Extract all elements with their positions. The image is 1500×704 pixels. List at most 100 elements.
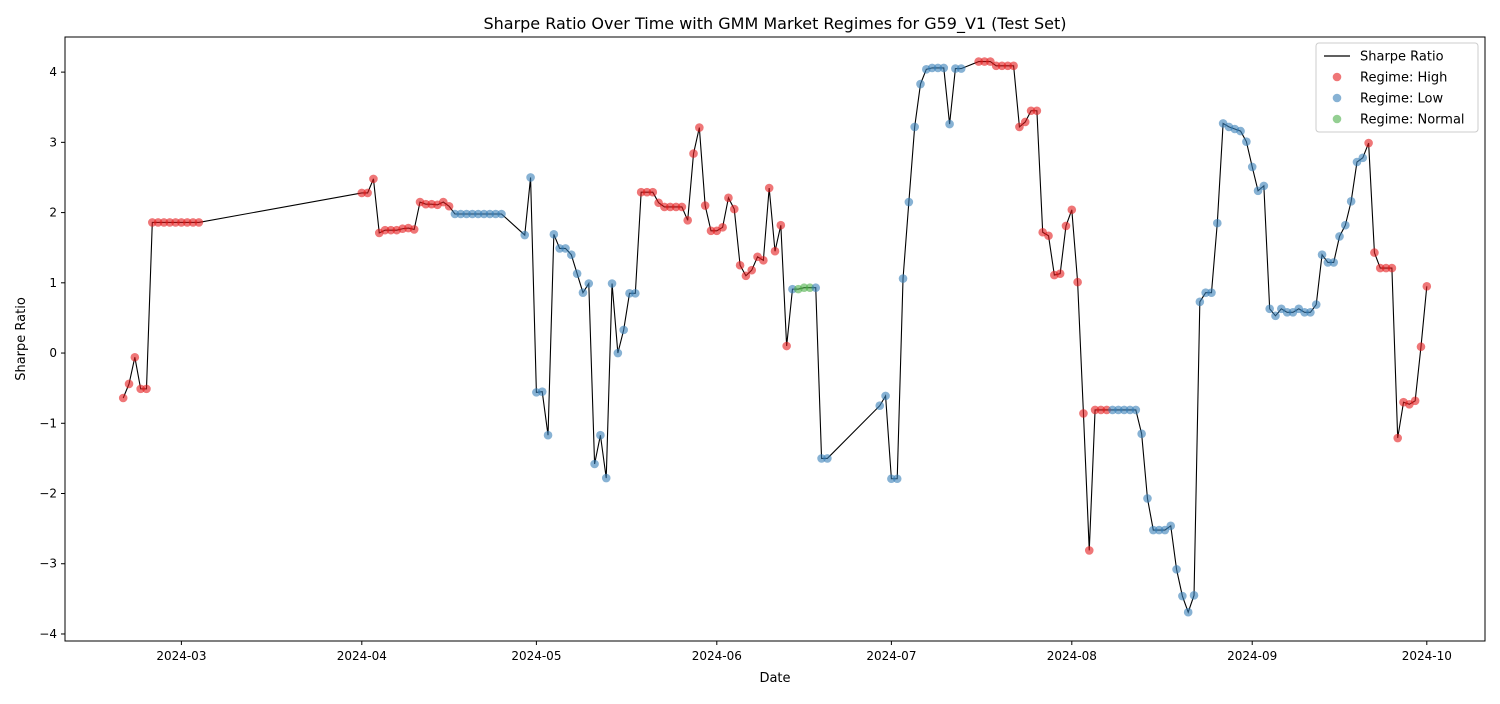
data-point-low (561, 244, 570, 253)
data-point-high (409, 225, 419, 234)
data-point-low (607, 279, 617, 288)
data-point-high (1393, 433, 1402, 443)
plot-frame (64, 36, 1486, 642)
data-point-high (1020, 117, 1030, 127)
data-point-high (759, 256, 768, 265)
legend-box (1315, 42, 1479, 133)
data-point-low (526, 173, 535, 182)
data-point-high (1009, 61, 1018, 71)
data-point-low (590, 459, 599, 469)
y-tick-label: −2 (39, 487, 57, 501)
data-point-low (601, 473, 611, 483)
y-tick-label: 1 (49, 276, 57, 290)
data-point-high (776, 220, 786, 230)
x-tick-label: 2024-09 (1227, 649, 1277, 663)
data-point-high (1073, 277, 1082, 287)
data-point-low (497, 209, 506, 219)
data-point-low (1236, 126, 1245, 136)
data-point-low (1242, 137, 1251, 146)
legend-swatch-marker (1332, 114, 1342, 124)
legend-swatch-marker (1332, 72, 1342, 82)
data-point-low (892, 474, 902, 484)
data-point-high (363, 188, 372, 198)
data-point-high (194, 218, 204, 227)
data-point-low (613, 348, 623, 358)
data-point-low (1178, 591, 1187, 601)
data-point-high (1044, 231, 1053, 241)
plot-area: 2024-03 2024-04 2024-05 2024-06 2024-07 2024-… (39, 36, 1486, 663)
y-tick-label: −4 (39, 627, 57, 641)
y-tick-label: −3 (39, 557, 57, 571)
x-tick-label: 2024-08 (1047, 649, 1097, 663)
x-tick-label: 2024-04 (337, 649, 387, 663)
data-point-high (695, 123, 704, 132)
data-point-low (1271, 311, 1280, 321)
data-point-low (956, 64, 966, 73)
data-point-high (1067, 205, 1077, 215)
chart-title: Sharpe Ratio Over Time with GMM Market R… (483, 14, 1066, 34)
data-point-high (124, 379, 134, 389)
data-point-low (1131, 405, 1141, 415)
legend-label: Regime: High (1360, 71, 1447, 86)
data-point-low (1335, 232, 1344, 241)
x-tick-label: 2024-03 (156, 649, 206, 663)
data-point-low (898, 274, 908, 283)
data-point-low (1253, 186, 1263, 196)
data-point-low (881, 391, 890, 401)
data-point-low (904, 197, 914, 207)
data-point-low (1172, 565, 1181, 574)
data-point-high (142, 384, 151, 394)
data-point-low (1247, 162, 1257, 172)
data-point-low (578, 288, 588, 297)
data-point-low (572, 269, 582, 278)
data-point-high (729, 204, 739, 214)
data-point-high (735, 260, 745, 270)
data-point-high (683, 216, 692, 225)
data-point-high (444, 201, 454, 211)
x-tick-label: 2024-05 (511, 649, 561, 663)
data-point-low (1166, 521, 1176, 531)
data-point-high (1370, 248, 1379, 257)
data-point-low (537, 387, 547, 396)
data-point-low (596, 430, 605, 440)
data-point-low (1306, 308, 1315, 317)
data-point-low (567, 250, 576, 260)
data-point-high (677, 202, 687, 212)
data-point-high (1387, 263, 1397, 273)
data-point-high (747, 265, 757, 275)
data-point-high (1416, 342, 1426, 352)
data-point-high (1061, 221, 1071, 231)
data-point-high (770, 246, 780, 256)
x-tick-label: 2024-07 (866, 649, 916, 663)
data-point-low (1183, 607, 1193, 617)
y-tick-label: 2 (49, 206, 57, 220)
data-point-low (631, 289, 640, 298)
legend: Sharpe Ratio Regime: High Regime: Low Regim… (1315, 42, 1479, 133)
data-point-high (1015, 122, 1024, 132)
data-point-high (782, 341, 791, 351)
data-point-low (1265, 304, 1274, 314)
data-point-high (130, 352, 140, 362)
legend-label: Regime: Normal (1360, 113, 1465, 128)
y-tick-label: −1 (39, 416, 57, 430)
data-point-high (718, 223, 727, 232)
data-point-low (543, 430, 553, 440)
data-point-high (648, 187, 658, 197)
data-point-low (1195, 297, 1205, 307)
data-point-high (1055, 269, 1065, 278)
data-point-low (811, 283, 821, 293)
data-point-low (1259, 181, 1269, 191)
data-point-low (910, 122, 919, 132)
data-point-low (1341, 220, 1350, 230)
data-point-high (1032, 106, 1042, 116)
data-point-high (764, 183, 774, 193)
data-point-low (1137, 429, 1146, 439)
legend-label: Regime: Low (1360, 92, 1443, 107)
data-point-low (1329, 258, 1338, 267)
data-point-high (1422, 282, 1432, 291)
data-point-low (945, 119, 954, 129)
data-point-high (118, 393, 128, 403)
data-point-low (1346, 197, 1356, 206)
data-point-high (1410, 396, 1420, 406)
